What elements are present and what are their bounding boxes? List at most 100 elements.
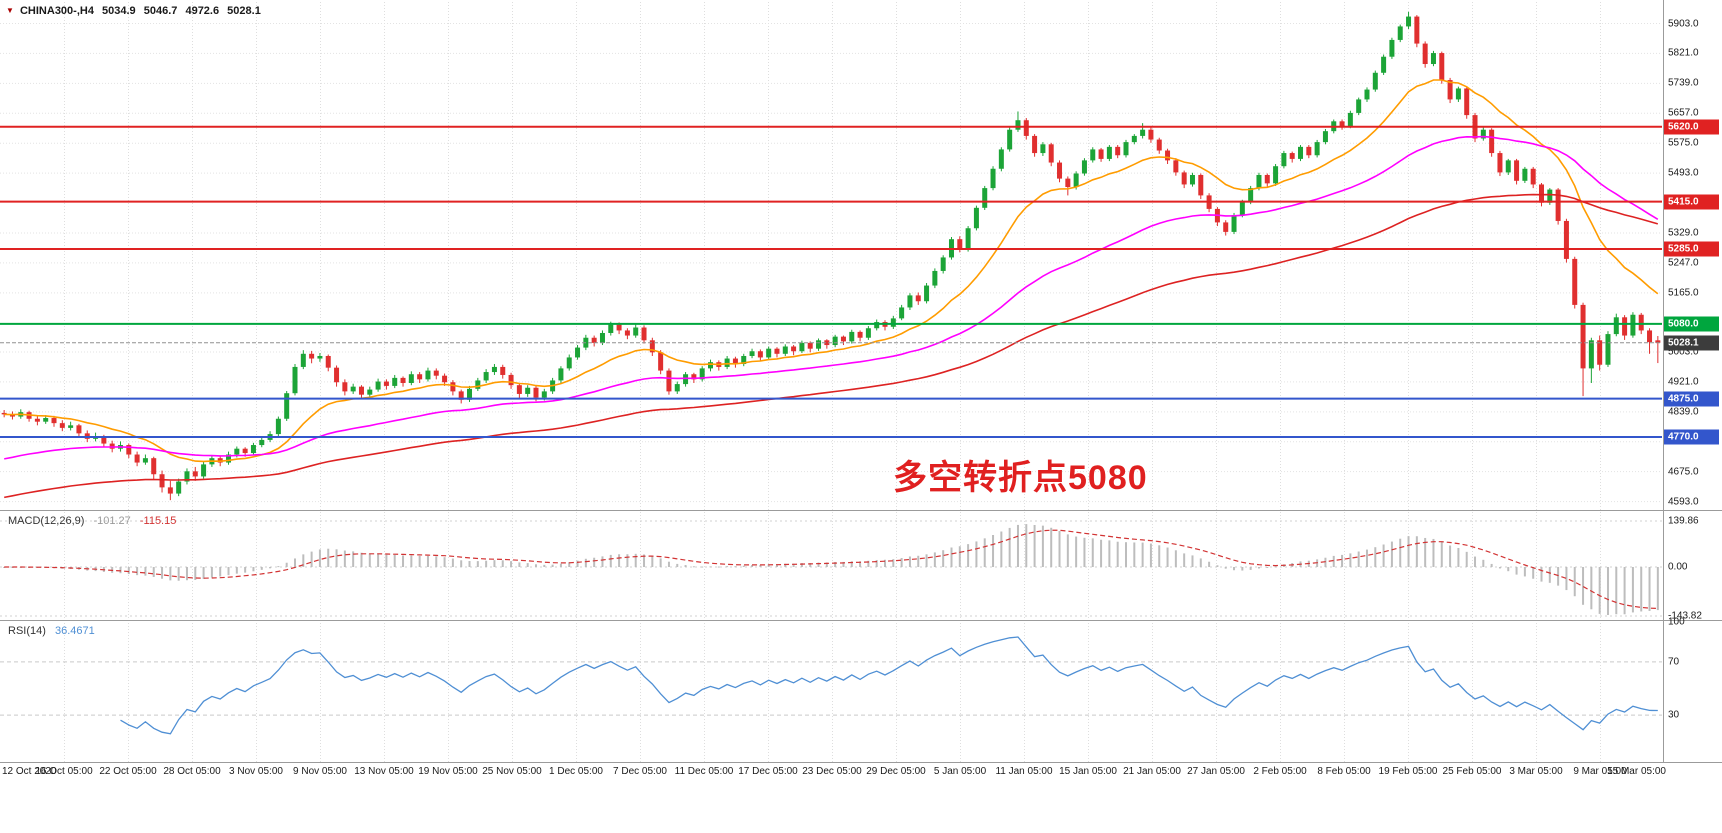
macd-histogram-bar: [834, 561, 837, 567]
candle-body: [1273, 166, 1279, 184]
macd-histogram-bar: [626, 554, 629, 567]
macd-histogram-bar: [169, 567, 172, 581]
macd-histogram-bar: [460, 560, 463, 567]
candle-body: [392, 377, 398, 386]
macd-histogram-bar: [543, 564, 546, 567]
rsi-name: RSI(14): [8, 625, 46, 637]
ma-mid-line: [4, 135, 1659, 460]
macd-histogram-bar: [1548, 567, 1551, 583]
macd-histogram-bar: [659, 558, 662, 567]
candle-body: [442, 375, 448, 383]
macd-histogram-bar: [1075, 536, 1078, 567]
macd-histogram-bar: [360, 552, 363, 567]
candle-body: [1173, 160, 1179, 173]
candle-body: [940, 257, 946, 271]
candle-body: [998, 149, 1004, 169]
macd-histogram-bar: [393, 554, 396, 567]
candle-body: [1231, 215, 1237, 232]
macd-histogram-bar: [892, 559, 895, 567]
macd-histogram-bar: [1216, 565, 1219, 567]
candle-body: [1256, 174, 1262, 189]
macd-histogram-bar: [676, 563, 679, 567]
candle-body: [1181, 172, 1187, 185]
macd-histogram-bar: [593, 557, 596, 567]
macd-histogram-bar: [127, 567, 130, 575]
candle-body: [34, 418, 40, 422]
macd-histogram-bar: [1615, 567, 1618, 615]
price-axis-label: 5821.0: [1668, 47, 1699, 59]
macd-histogram-bar: [825, 562, 828, 567]
price-axis-label: 5575.0: [1668, 137, 1699, 149]
candle-body: [1314, 142, 1320, 156]
macd-histogram-bar: [136, 567, 139, 576]
macd-histogram-bar: [1041, 525, 1044, 567]
macd-histogram-bar: [618, 554, 621, 567]
macd-histogram-bar: [884, 559, 887, 567]
macd-histogram-bar: [1033, 524, 1036, 567]
candle-body: [1406, 16, 1412, 27]
macd-histogram-bar: [1631, 567, 1634, 613]
macd-histogram-bar: [501, 560, 504, 567]
candle-body: [1489, 129, 1495, 154]
macd-histogram-bar: [1540, 567, 1543, 582]
macd-histogram-bar: [269, 567, 272, 569]
time-axis-label: 29 Dec 05:00: [866, 766, 926, 777]
macd-histogram-bar: [800, 563, 803, 567]
macd-histogram-bar: [1141, 542, 1144, 567]
candle-body: [159, 474, 165, 488]
candle-body: [1414, 16, 1420, 44]
macd-main-value: -101.27: [93, 515, 131, 527]
symbol-timeframe-label: CHINA300-,H4: [19, 5, 94, 17]
candle-body: [1057, 162, 1063, 179]
price-axis-label: 5329.0: [1668, 227, 1699, 239]
annotation-text-object[interactable]: 多空转折点5080: [893, 459, 1148, 497]
macd-histogram-bar: [451, 558, 454, 567]
rsi-line: [120, 636, 1658, 735]
candle-body: [741, 355, 747, 365]
macd-histogram-bar: [875, 559, 878, 567]
price-level-tag: 5080.0: [1664, 316, 1719, 332]
macd-histogram-bar: [1515, 567, 1518, 575]
candle-body: [641, 327, 647, 341]
candle-body: [1356, 99, 1362, 113]
macd-histogram-bar: [667, 561, 670, 567]
macd-histogram-bar: [1183, 553, 1186, 567]
macd-histogram-bar: [1125, 542, 1127, 567]
candle-body: [1, 412, 7, 415]
price-axis-label: 5165.0: [1668, 287, 1699, 299]
candle-body: [508, 374, 514, 386]
macd-histogram-bar: [1399, 538, 1402, 567]
candle-body: [76, 425, 82, 434]
macd-histogram-bar: [1016, 524, 1019, 567]
candle-body: [275, 418, 281, 435]
candle-body: [1073, 173, 1079, 188]
time-axis-label: 15 Mar 05:00: [1607, 766, 1666, 777]
candle-body: [957, 239, 963, 250]
candle-body: [674, 384, 680, 392]
candle-body: [1630, 314, 1636, 336]
ma-fast-line: [4, 79, 1659, 463]
candle-body: [43, 418, 49, 422]
macd-histogram-bar: [1050, 527, 1053, 567]
rsi-axis-label: 100: [1668, 616, 1685, 628]
candle-body: [350, 386, 356, 392]
candle-body: [724, 358, 730, 367]
candle-body: [458, 391, 464, 400]
candle-body: [1123, 142, 1129, 156]
rsi-axis-label: 70: [1668, 656, 1680, 668]
price-axis-label: 5903.0: [1668, 18, 1699, 29]
macd-histogram-bar: [252, 567, 255, 572]
candle-body: [1306, 146, 1312, 156]
candle-body: [732, 358, 738, 365]
macd-histogram-bar: [551, 564, 554, 567]
candle-body: [284, 393, 290, 419]
price-axis-label: 5003.0: [1668, 346, 1699, 358]
candle-body: [417, 374, 423, 380]
candle-body: [683, 374, 689, 385]
macd-histogram-bar: [534, 564, 537, 567]
candle-body: [142, 458, 148, 463]
candle-body: [566, 357, 572, 369]
candle-body: [1572, 258, 1578, 305]
candle-body: [616, 324, 622, 331]
